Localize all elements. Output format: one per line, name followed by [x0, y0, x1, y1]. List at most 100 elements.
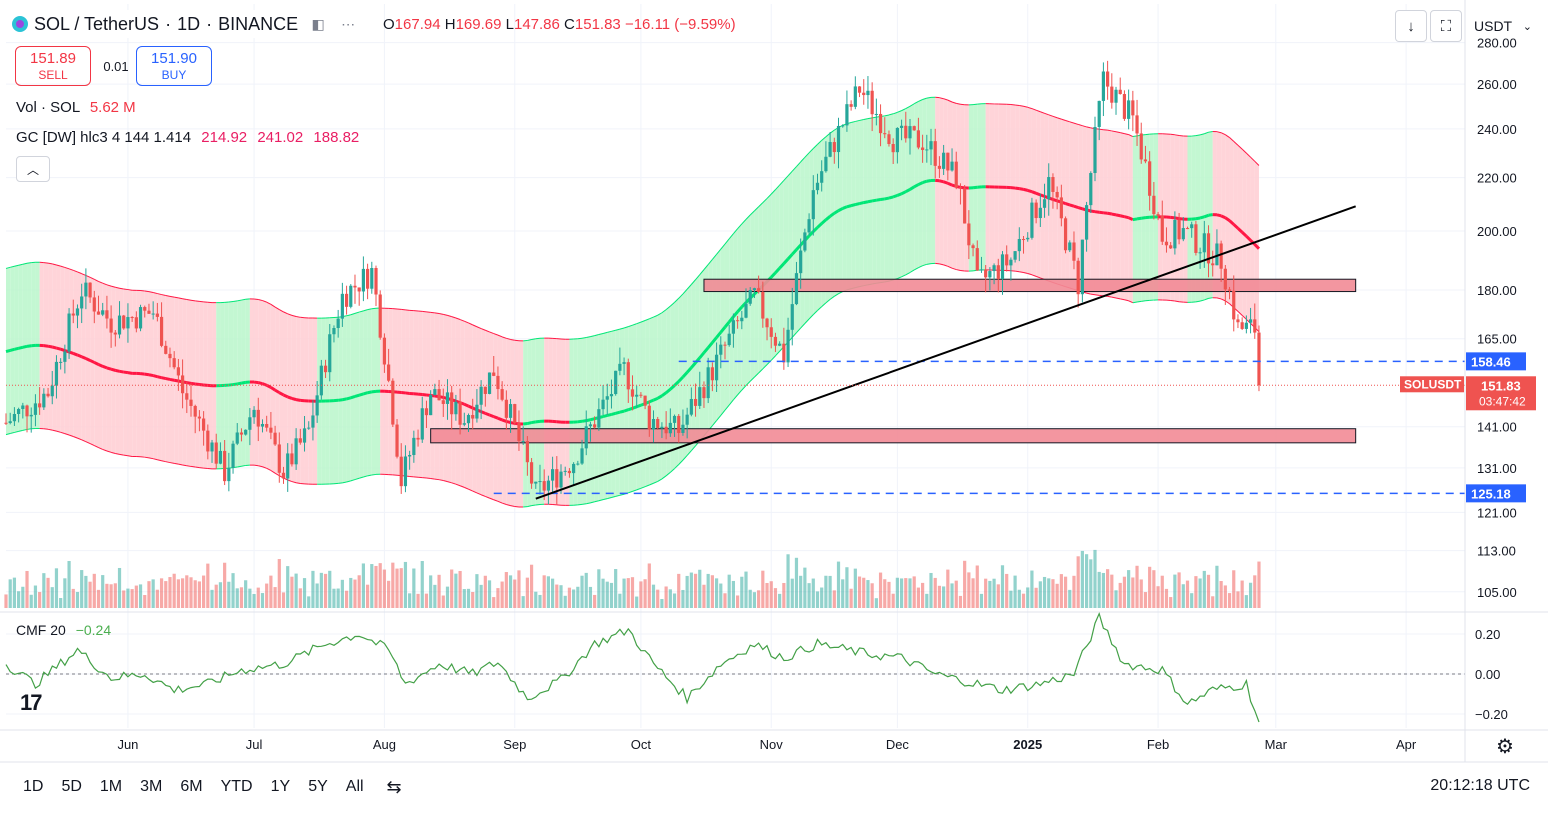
band-upper-segment [956, 102, 961, 105]
band-lower-segment [758, 368, 764, 374]
volume-bar [685, 575, 689, 608]
tf-1d[interactable]: 1D [23, 778, 44, 795]
volume-bar [134, 585, 138, 608]
fullscreen-button[interactable]: ⛶ [1430, 10, 1462, 42]
tf-ytd[interactable]: YTD [220, 778, 253, 795]
band-lower-segment [359, 476, 364, 479]
chart-settings-button[interactable]: ⚙ [1492, 733, 1518, 759]
band-basis-segment [816, 222, 823, 229]
volume-bar [38, 592, 42, 608]
candle-body [576, 463, 580, 465]
candle-body [580, 448, 584, 464]
tf-5y[interactable]: 5Y [308, 778, 328, 795]
band-basis-segment [350, 395, 356, 400]
calendar-range-icon[interactable]: ⇆ [386, 776, 402, 797]
candle-body [193, 405, 197, 417]
candle-body [1240, 322, 1244, 329]
band-lower-segment [1120, 298, 1125, 301]
tf-6m[interactable]: 6M [180, 778, 203, 795]
band-basis-segment [186, 381, 192, 385]
band-lower-segment [909, 269, 915, 273]
band-basis-segment [917, 181, 924, 186]
candle-body [113, 332, 117, 335]
band-upper-segment [1120, 132, 1125, 135]
candle-body [126, 317, 130, 329]
band-lower-segment [464, 486, 469, 490]
volume-bar [319, 572, 323, 608]
candle-body [1185, 228, 1190, 230]
volume-bar [403, 561, 408, 608]
band-basis-segment [581, 419, 587, 423]
candle-body [382, 337, 387, 365]
band-upper-segment [443, 313, 448, 316]
candle-body [1232, 290, 1236, 320]
cmf-legend[interactable]: CMF 20 −0.24 [16, 622, 112, 638]
band-lower-segment [640, 486, 646, 489]
volume-bar [54, 568, 59, 608]
band-lower-segment [632, 489, 637, 492]
candle-body [538, 481, 542, 483]
band-basis-segment [1228, 219, 1235, 226]
gc-legend[interactable]: GC [DW] hlc3 4 144 1.414 214.92 241.02 1… [16, 129, 360, 146]
band-basis-segment [808, 230, 815, 237]
volume-bar [1148, 566, 1152, 608]
band-basis-segment [606, 412, 612, 417]
sell-button[interactable]: 151.89 SELL [15, 46, 91, 86]
volume-bar [25, 570, 29, 608]
tf-1m[interactable]: 1M [99, 778, 123, 795]
collapse-legend-button[interactable]: ︿ [16, 156, 50, 182]
band-basis-segment [972, 185, 978, 190]
volume-bar [929, 572, 933, 608]
band-basis-segment [1052, 198, 1058, 203]
candle-body [1000, 254, 1005, 279]
volume-bar [504, 572, 508, 608]
tf-5d[interactable]: 5D [61, 778, 82, 795]
currency-select[interactable]: USDT ⌄ [1474, 18, 1532, 34]
candle-body [151, 313, 155, 315]
clock[interactable]: 20:12:18 UTC [1430, 777, 1530, 794]
interval[interactable]: 1D [177, 13, 201, 34]
volume-bar [836, 561, 841, 608]
volume-bar [769, 581, 773, 608]
tf-all[interactable]: All [345, 778, 364, 795]
band-upper-segment [144, 290, 150, 293]
band-lower-segment [10, 431, 15, 435]
band-lower-segment [1195, 300, 1201, 303]
buy-button[interactable]: 151.90 BUY [136, 46, 212, 86]
candle-body [567, 470, 572, 474]
download-button[interactable]: ↓ [1395, 10, 1427, 42]
flag-icon[interactable]: ◧ [311, 15, 325, 32]
candle-body [172, 358, 176, 368]
volume-legend[interactable]: Vol · SOL 5.62 M [16, 99, 136, 116]
band-lower-segment [812, 310, 818, 316]
candle-body [1013, 251, 1017, 260]
symbol-header[interactable]: SOL / TetherUS · 1D · BINANCE ◧ ⋯ [12, 10, 359, 38]
band-upper-segment [686, 284, 692, 290]
band-basis-segment [1014, 186, 1020, 191]
tf-3m[interactable]: 3M [140, 778, 163, 795]
tf-1y[interactable]: 1Y [270, 778, 291, 795]
candle-body [1202, 233, 1206, 253]
sell-label: SELL [38, 68, 68, 82]
candle-body [736, 320, 740, 322]
band-basis-segment [837, 207, 844, 212]
band-upper-segment [451, 316, 457, 319]
candle-body [925, 149, 929, 151]
candle-body [958, 187, 963, 189]
band-basis-segment [278, 391, 285, 397]
volume-bar [593, 594, 597, 608]
symbol-name[interactable]: SOL / TetherUS [34, 13, 160, 34]
more-icon[interactable]: ⋯ [341, 15, 356, 32]
ohlc-values: O167.94 H169.69 L147.86 C151.83 −16.11 (… [383, 16, 736, 33]
band-lower-segment [371, 473, 377, 476]
band-upper-segment [81, 273, 87, 276]
volume-bar [420, 561, 424, 608]
candle-body [134, 317, 138, 329]
band-basis-segment [615, 410, 621, 415]
volume-bar [445, 586, 450, 608]
candle-body [534, 481, 538, 484]
band-basis-segment [824, 215, 832, 221]
band-basis-segment [1195, 216, 1201, 221]
volume-bar [752, 592, 757, 608]
